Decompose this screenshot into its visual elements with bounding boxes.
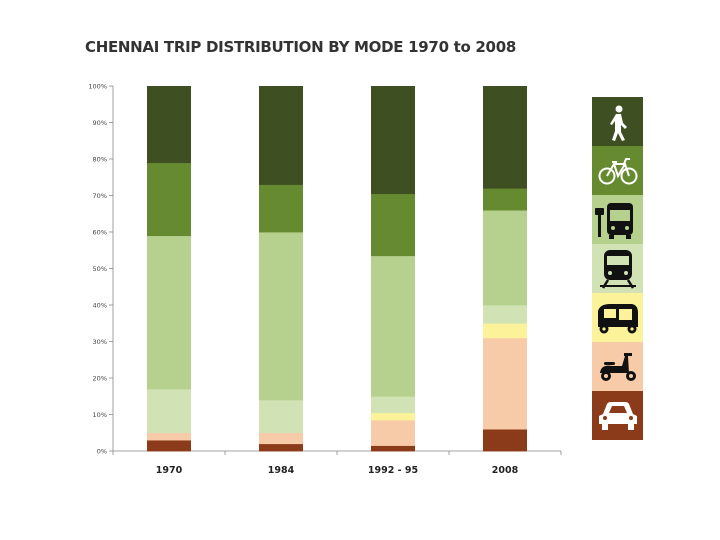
bar-segment-walk [483,86,527,189]
bar-segment-bicycle [259,184,303,233]
y-tick-label: 50% [93,265,107,273]
y-tick-label: 0% [97,447,107,455]
bar-segment-bus [259,232,303,401]
bicycle-icon [592,146,643,195]
bar-segment-bus [483,210,527,306]
bar-segment-two-wheeler [483,337,527,430]
y-tick-label: 20% [93,374,107,382]
x-category-label: 1984 [268,465,295,476]
x-category-label: 1992 - 95 [368,465,418,476]
bar-segment-walk [147,86,191,164]
chart-title: CHENNAI TRIP DISTRIBUTION BY MODE 1970 t… [85,38,516,56]
bar-segment-bus [371,255,415,397]
bar-segment-two-wheeler [147,432,191,441]
chart-bars [147,86,527,452]
y-tick-label: 40% [93,301,107,309]
bar-segment-rail [147,388,191,434]
y-tick-label: 90% [93,119,107,127]
bar-segment-rail [259,399,303,434]
bar-segment-two-wheeler [259,432,303,445]
bar-segment-bus [147,235,191,390]
mode-icon-legend [592,97,643,440]
x-category-label: 2008 [492,465,519,476]
bar-segment-rail [371,396,415,414]
bar-segment-bicycle [371,193,415,257]
bar-segment-walk [371,86,415,195]
y-tick-label: 10% [93,411,107,419]
bar-segment-car [483,429,527,452]
pedestrian-icon [592,97,643,146]
y-tick-label: 80% [93,155,107,163]
bar-segment-walk [259,86,303,185]
bar-segment-car [371,445,415,452]
y-tick-label: 60% [93,228,107,236]
train-icon [592,244,643,293]
y-tick-label: 100% [88,82,107,90]
car-icon [592,391,643,440]
bar-segment-two-wheeler [371,419,415,446]
bar-segment-car [147,440,191,452]
x-axis-category-labels: 1970 1984 1992 - 95 2008 [156,465,519,476]
x-category-label: 1970 [156,465,183,476]
bus-icon [592,195,643,244]
bar-segment-rail [483,305,527,324]
bar-segment-auto-rickshaw [483,323,527,339]
bar-segment-auto-rickshaw [371,412,415,421]
bar-segment-bicycle [483,188,527,211]
bar-segment-bicycle [147,162,191,237]
y-tick-label: 70% [93,192,107,200]
y-tick-label: 30% [93,338,107,346]
scooter-icon [592,342,643,391]
bar-segment-car [259,443,303,452]
auto-rickshaw-icon [592,293,643,342]
y-axis-tick-labels: 0% 10% 20% 30% 40% 50% 60% 70% 80% 90% 100% [88,82,107,455]
